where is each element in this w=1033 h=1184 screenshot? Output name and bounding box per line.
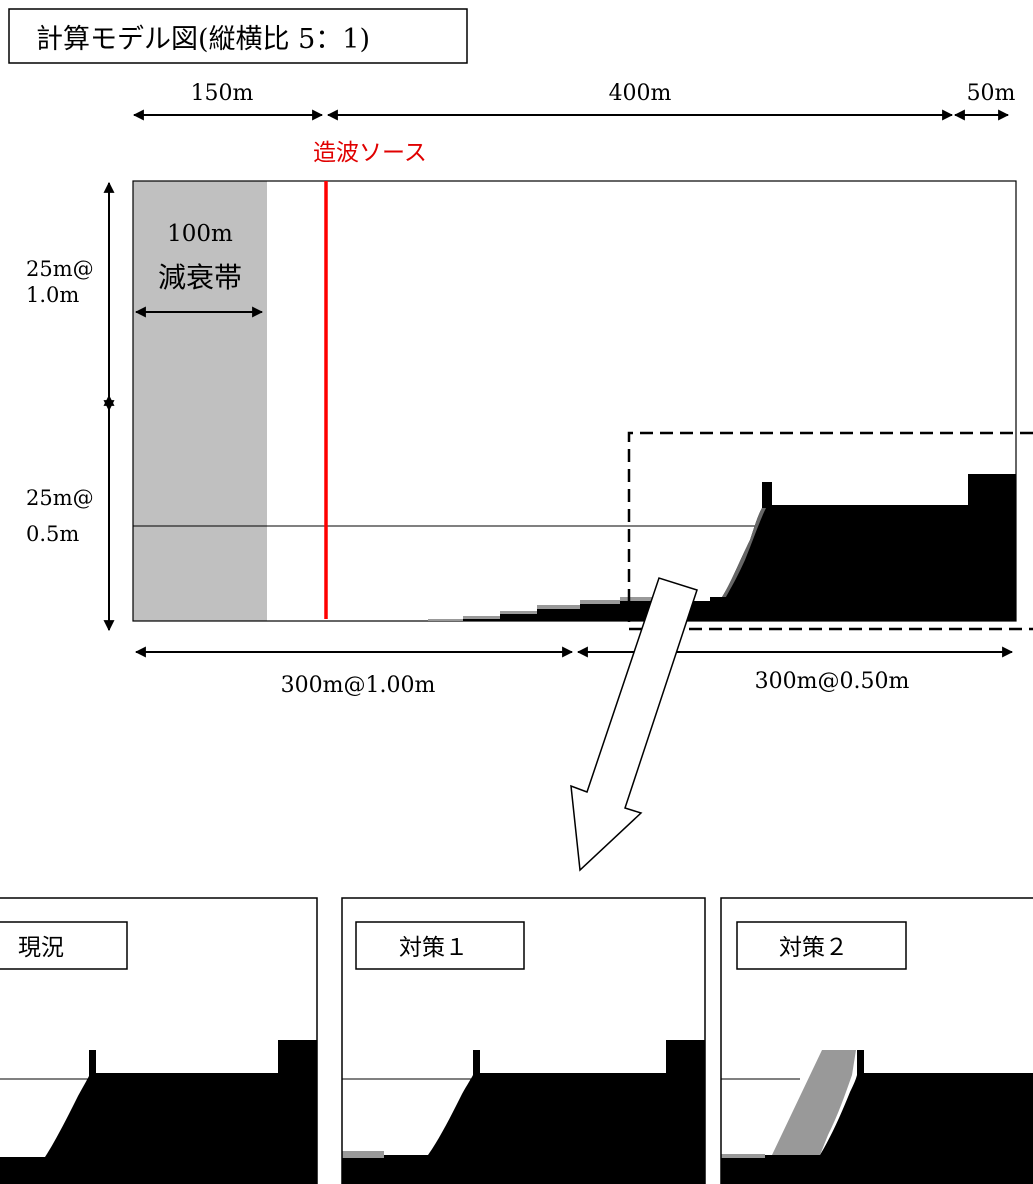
zoom-arrow <box>570 577 698 872</box>
dim-label-400m: 400m <box>609 81 672 106</box>
slope-edge <box>722 508 766 597</box>
lower-dim-label-line1: 25m@ <box>26 486 94 510</box>
upper-dim-label-line1: 25m@ <box>26 257 94 281</box>
top-dimensions: 150m 400m 50m <box>132 81 1016 121</box>
panel2-label: 対策１ <box>399 935 468 961</box>
right-grid-label: 300m@0.50m <box>755 669 910 694</box>
panel2-frame <box>341 897 706 1184</box>
dim-label-50m: 50m <box>967 81 1016 106</box>
title-box: 計算モデル図(縦横比 5：1) <box>8 8 468 64</box>
title-frame <box>8 8 468 64</box>
left-grid-label: 300m@1.00m <box>281 673 436 698</box>
panel-countermeasure-2: 対策２ <box>720 897 1033 1184</box>
panel-current: 現況 <box>0 897 318 1184</box>
upper-dim-label-line2: 1.0m <box>26 283 79 307</box>
zoom-region <box>627 431 1033 631</box>
bottom-dimensions: 300m@1.00m 300m@0.50m <box>134 646 1014 698</box>
wave-source-label: 造波ソース <box>313 140 427 166</box>
panel2-terrain <box>342 1040 705 1184</box>
diagram-title: 計算モデル図(縦横比 5：1) <box>36 24 370 55</box>
panel1-terrain <box>0 1040 317 1184</box>
lower-dim-label-line2: 0.5m <box>26 522 79 546</box>
panel1-frame <box>0 897 318 1184</box>
panel1-label-box <box>0 921 128 970</box>
panel3-terrain <box>820 1050 1033 1155</box>
panel1-label: 現況 <box>18 935 64 961</box>
panel2-gray-strip <box>342 1151 384 1158</box>
panel3-frame <box>720 897 1033 1184</box>
panel3-label-box <box>736 921 907 970</box>
main-model <box>132 180 1017 622</box>
panel3-countermeasure-fill <box>772 1050 856 1155</box>
dim-label-150m: 150m <box>191 81 254 106</box>
damping-width-label: 100m <box>167 221 233 247</box>
damping-zone <box>133 181 267 621</box>
damping-zone-label: 減衰帯 <box>158 261 242 294</box>
seabed-terrain <box>463 474 1016 621</box>
panel3-seabed <box>721 1155 1033 1184</box>
panel3-gray-strip <box>721 1154 765 1158</box>
panel2-label-box <box>355 921 525 970</box>
panel3-label: 対策２ <box>779 935 848 961</box>
panel-countermeasure-1: 対策１ <box>341 897 706 1184</box>
vertical-dimensions: 25m@ 1.0m 25m@ 0.5m <box>26 181 115 632</box>
